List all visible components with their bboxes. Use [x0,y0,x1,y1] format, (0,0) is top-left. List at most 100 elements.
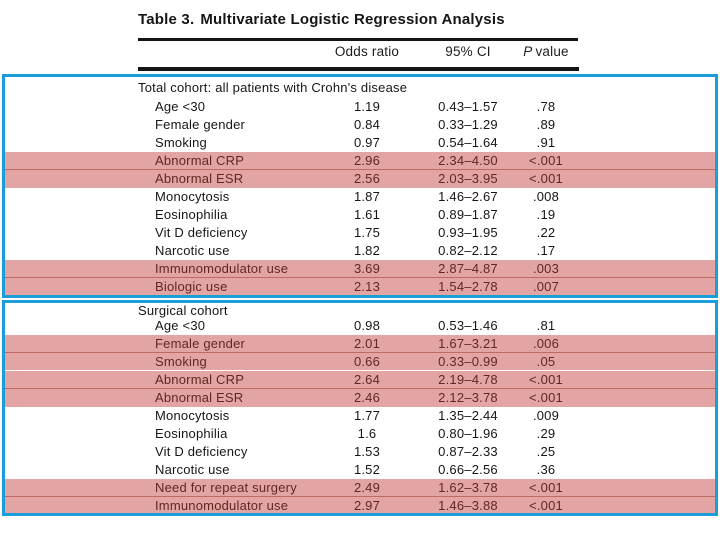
table-number: Table 3. [138,11,195,28]
ci-cell: 0.89–1.87 [438,207,498,222]
ci-cell: 1.62–3.78 [438,480,498,495]
p-value-cell: .81 [536,318,556,333]
row-label: Narcotic use [155,462,230,477]
p-value-cell: <.001 [529,153,563,168]
ci-cell: 0.43–1.57 [438,99,498,114]
odds-ratio-cell: 2.01 [353,336,381,351]
p-value-cell: <.001 [529,372,563,387]
p-value-cell: <.001 [529,390,563,405]
row-label: Smoking [155,135,207,150]
table-row: Vit D deficiency 1.53 0.87–2.33 .25 [5,443,715,461]
ci-cell: 2.12–3.78 [438,390,498,405]
p-value-cell: .05 [536,354,556,369]
table-row: Need for repeat surgery 2.49 1.62–3.78 <.00… [5,479,715,497]
odds-ratio-cell: 2.56 [353,171,381,186]
row-label: Biologic use [155,279,228,294]
ci-cell: 2.87–4.87 [438,261,498,276]
section-header-surgical-cohort: Surgical cohort [138,303,228,318]
odds-ratio-cell: 1.87 [353,189,381,204]
table-row: Abnormal CRP 2.64 2.19–4.78 <.001 [5,371,715,389]
p-value-cell: .25 [536,444,556,459]
ci-cell: 0.53–1.46 [438,318,498,333]
section-header-total-cohort: Total cohort: all patients with Crohn's … [138,80,408,95]
odds-ratio-cell: 2.96 [353,153,381,168]
p-value-cell: .008 [532,189,560,204]
row-label: Age <30 [155,318,206,333]
row-label: Smoking [155,354,207,369]
table-row: Smoking 0.66 0.33–0.99 .05 [5,353,715,371]
ci-cell: 0.33–0.99 [438,354,498,369]
table-row: Biologic use 2.13 1.54–2.78 .007 [5,278,715,295]
p-value-cell: .89 [536,117,556,132]
row-label: Monocytosis [155,189,230,204]
row-label: Abnormal ESR [155,171,244,186]
total-cohort-box: Total cohort: all patients with Crohn's … [2,74,718,298]
table-row: Abnormal ESR 2.56 2.03–3.95 <.001 [5,170,715,188]
table-row: Abnormal CRP 2.96 2.34–4.50 <.001 [5,152,715,170]
p-value-cell: .78 [536,99,556,114]
odds-ratio-cell: 0.66 [353,354,381,369]
table-row: Immunomodulator use 3.69 2.87–4.87 .003 [5,260,715,278]
surgical-cohort-box: Surgical cohort Age <30 0.98 0.53–1.46 .81 F… [2,300,718,516]
table-row: Abnormal ESR 2.46 2.12–3.78 <.001 [5,389,715,407]
p-value-cell: .36 [536,462,556,477]
p-value-italic-p: P [523,44,533,59]
table-row: Age <30 1.19 0.43–1.57 .78 [5,98,715,116]
table-row: Narcotic use 1.82 0.82–2.12 .17 [5,242,715,260]
ci-cell: 1.35–2.44 [438,408,498,423]
odds-ratio-cell: 1.52 [353,462,381,477]
table-row: Narcotic use 1.52 0.66–2.56 .36 [5,461,715,479]
p-value-cell: .91 [536,135,556,150]
table-row: Eosinophilia 1.61 0.89–1.87 .19 [5,206,715,224]
row-label: Need for repeat surgery [155,480,297,495]
table-row: Female gender 2.01 1.67–3.21 .006 [5,335,715,353]
section-rows: Age <30 0.98 0.53–1.46 .81 Female gender 2.01… [5,317,715,513]
odds-ratio-cell: 1.6 [357,426,377,441]
table-row: Vit D deficiency 1.75 0.93–1.95 .22 [5,224,715,242]
odds-ratio-cell: 2.97 [353,498,381,513]
ci-cell: 1.54–2.78 [438,279,498,294]
odds-ratio-cell: 1.19 [353,99,381,114]
odds-ratio-cell: 1.77 [353,408,381,423]
row-label: Abnormal CRP [155,153,245,168]
odds-ratio-cell: 1.82 [353,243,381,258]
table-title-text: Multivariate Logistic Regression Analysi… [200,11,505,28]
odds-ratio-cell: 3.69 [353,261,381,276]
section-rows: Age <30 1.19 0.43–1.57 .78 Female gender 0.84… [5,98,715,295]
table-row: Smoking 0.97 0.54–1.64 .91 [5,134,715,152]
ci-cell: 0.87–2.33 [438,444,498,459]
header-rule [138,67,579,71]
row-label: Eosinophilia [155,426,228,441]
table-row: Immunomodulator use 2.97 1.46–3.88 <.001 [5,497,715,513]
row-label: Immunomodulator use [155,261,289,276]
row-label: Abnormal CRP [155,372,245,387]
p-value-cell: <.001 [529,480,563,495]
ci-cell: 1.46–2.67 [438,189,498,204]
p-value-cell: .19 [536,207,556,222]
odds-ratio-cell: 1.61 [353,207,381,222]
ci-cell: 0.33–1.29 [438,117,498,132]
row-label: Vit D deficiency [155,225,248,240]
row-label: Female gender [155,336,246,351]
ci-cell: 2.34–4.50 [438,153,498,168]
row-label: Narcotic use [155,243,230,258]
table-row: Monocytosis 1.77 1.35–2.44 .009 [5,407,715,425]
odds-ratio-cell: 0.98 [353,318,381,333]
odds-ratio-cell: 0.84 [353,117,381,132]
ci-cell: 0.80–1.96 [438,426,498,441]
table-title: Table 3. Multivariate Logistic Regression… [138,11,505,28]
ci-cell: 0.66–2.56 [438,462,498,477]
p-value-cell: .22 [536,225,556,240]
odds-ratio-cell: 2.49 [353,480,381,495]
odds-ratio-cell: 1.75 [353,225,381,240]
p-value-cell: .007 [532,279,560,294]
ci-cell: 2.19–4.78 [438,372,498,387]
p-value-cell: <.001 [529,171,563,186]
ci-cell: 0.54–1.64 [438,135,498,150]
column-header-ci: 95% CI [445,44,491,59]
p-value-cell: .17 [536,243,556,258]
row-label: Abnormal ESR [155,390,244,405]
